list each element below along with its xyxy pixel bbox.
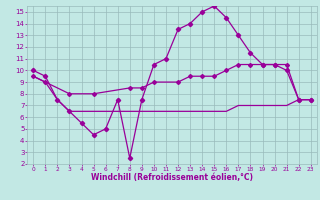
X-axis label: Windchill (Refroidissement éolien,°C): Windchill (Refroidissement éolien,°C) bbox=[91, 173, 253, 182]
